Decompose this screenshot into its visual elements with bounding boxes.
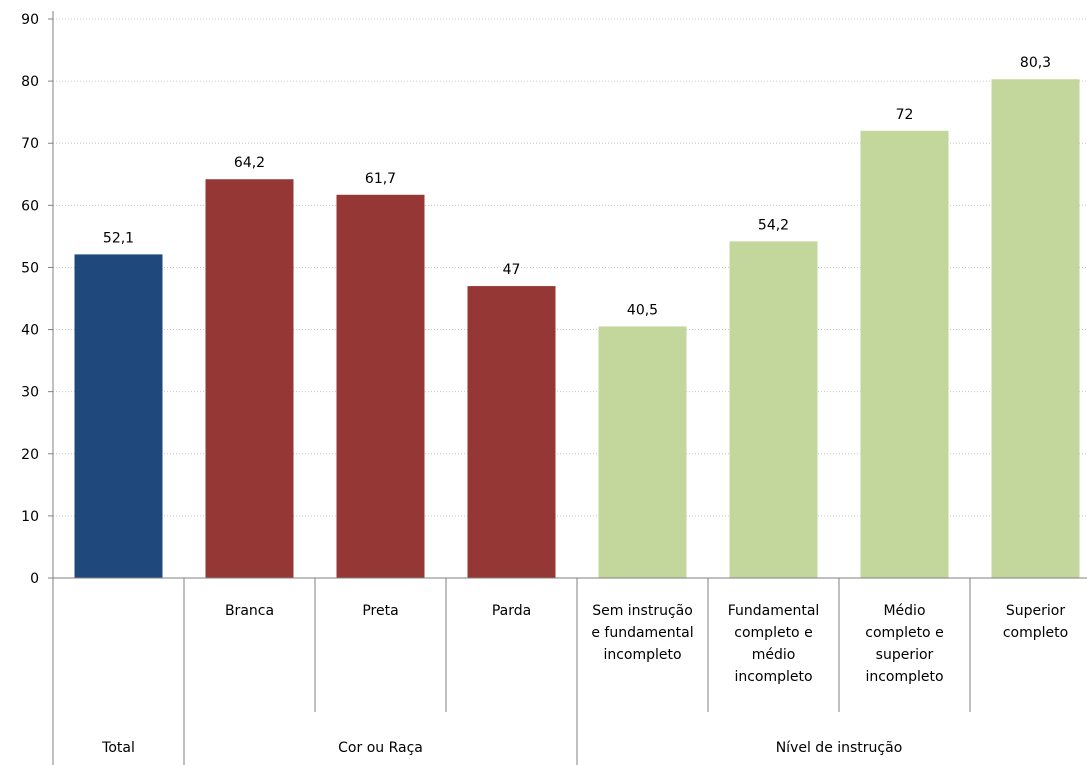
category-label-line: Sem instrução xyxy=(592,603,693,619)
category-label: Médio completo e superior incompleto xyxy=(865,603,943,685)
category-label-line: incompleto xyxy=(734,669,812,685)
data-label: 54,2 xyxy=(758,217,789,233)
category-label-line: Superior xyxy=(1006,603,1065,619)
group-label: Cor ou Raça xyxy=(338,740,423,756)
category-label-line: incompleto xyxy=(603,647,681,663)
category-label-line: completo e xyxy=(865,625,943,641)
bar xyxy=(74,254,163,578)
category-label-line: médio xyxy=(752,647,796,663)
bar xyxy=(860,130,949,579)
bar xyxy=(598,326,687,578)
data-label: 64,2 xyxy=(234,155,265,171)
y-tick-label: 40 xyxy=(21,323,39,339)
y-tick-label: 60 xyxy=(21,198,39,214)
data-label: 72 xyxy=(896,107,914,123)
category-label-line: Médio xyxy=(883,603,925,619)
bars xyxy=(74,79,1080,579)
data-label: 61,7 xyxy=(365,171,396,187)
y-tick-label: 80 xyxy=(21,74,39,90)
y-tick-label: 90 xyxy=(21,12,39,28)
category-label-line: e fundamental xyxy=(591,625,693,641)
data-label: 47 xyxy=(503,262,521,278)
category-label-line: Parda xyxy=(492,603,531,619)
category-label-line: incompleto xyxy=(865,669,943,685)
y-tick-label: 0 xyxy=(30,571,39,587)
bar xyxy=(467,286,556,578)
category-label-line: completo xyxy=(1003,625,1068,641)
y-tick-label: 70 xyxy=(21,136,39,152)
y-tick-label: 50 xyxy=(21,260,39,276)
category-label-line: Branca xyxy=(225,603,274,619)
category-label: Parda xyxy=(492,603,531,619)
group-label: Total xyxy=(101,740,135,756)
bar xyxy=(729,241,818,578)
category-label-line: Preta xyxy=(362,603,398,619)
group-label: Nível de instrução xyxy=(776,740,903,756)
category-label: Branca xyxy=(225,603,274,619)
bar xyxy=(336,194,425,578)
category-label-line: Fundamental xyxy=(728,603,820,619)
category-label: Sem instrução e fundamental incompleto xyxy=(591,603,693,663)
data-label: 40,5 xyxy=(627,302,658,318)
y-tick-label: 30 xyxy=(21,385,39,401)
category-label-line: completo e xyxy=(734,625,812,641)
category-label: Preta xyxy=(362,603,398,619)
bar xyxy=(991,79,1080,579)
data-label: 80,3 xyxy=(1020,55,1051,71)
category-label: Superior completo xyxy=(1003,603,1068,641)
axes xyxy=(48,11,1087,765)
bar xyxy=(205,179,294,578)
y-tick-label: 20 xyxy=(21,447,39,463)
y-tick-label: 10 xyxy=(21,509,39,525)
category-label: Fundamental completo e médio incompleto xyxy=(728,603,820,685)
data-label: 52,1 xyxy=(103,230,134,246)
category-label-line: superior xyxy=(876,647,934,663)
labels: 0 10 20 30 40 50 60 70 80 90 52,1 64,2 Branca 61,7 Pre… xyxy=(21,12,1068,756)
